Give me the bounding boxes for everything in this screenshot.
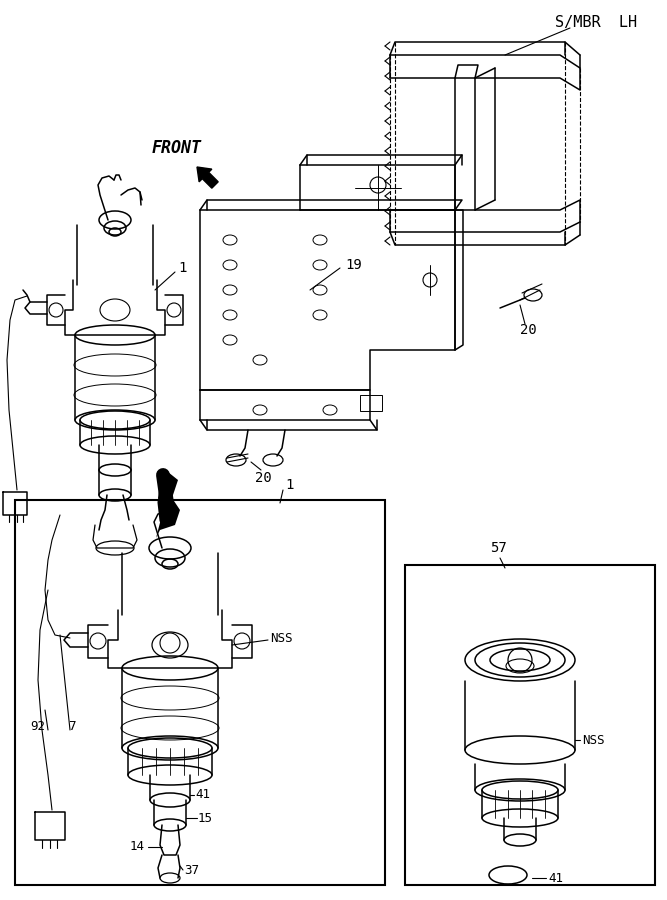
Text: NSS: NSS xyxy=(582,734,604,746)
Text: 1: 1 xyxy=(178,261,186,275)
Text: 7: 7 xyxy=(68,719,75,733)
Bar xyxy=(360,395,382,411)
Text: 20: 20 xyxy=(255,471,271,485)
Text: 41: 41 xyxy=(548,871,563,885)
Text: 57: 57 xyxy=(490,541,507,555)
Text: 41: 41 xyxy=(195,788,210,802)
Text: 14: 14 xyxy=(130,841,145,853)
Polygon shape xyxy=(158,472,178,515)
Text: S/MBR  LH: S/MBR LH xyxy=(555,14,637,30)
Text: FRONT: FRONT xyxy=(152,139,202,157)
Bar xyxy=(405,565,655,885)
Text: 19: 19 xyxy=(345,258,362,272)
Text: 1: 1 xyxy=(285,478,293,492)
FancyArrow shape xyxy=(197,167,218,188)
Polygon shape xyxy=(156,498,180,538)
Text: 92: 92 xyxy=(30,719,45,733)
Text: 20: 20 xyxy=(520,323,537,337)
Bar xyxy=(15,500,385,885)
Text: 37: 37 xyxy=(184,863,199,877)
Text: 15: 15 xyxy=(198,812,213,824)
Text: NSS: NSS xyxy=(270,632,293,644)
